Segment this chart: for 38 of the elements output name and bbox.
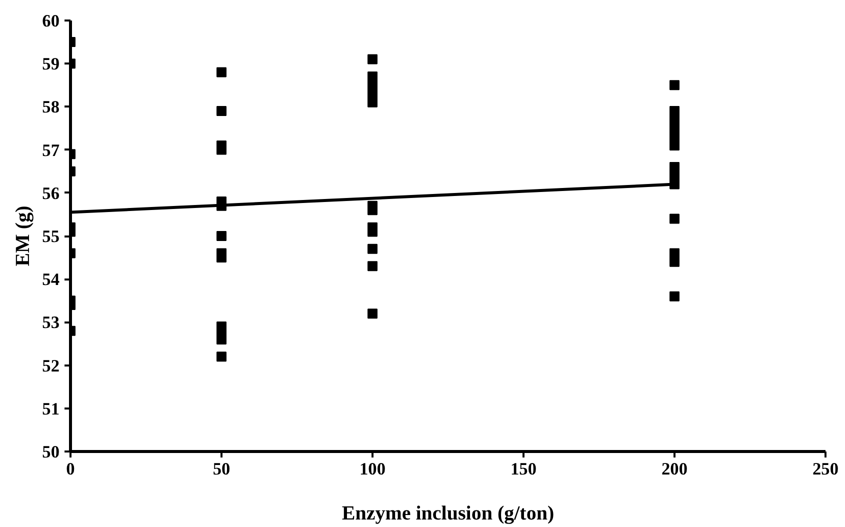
y-tick-label: 51 (42, 399, 60, 418)
x-tick-label: 0 (66, 460, 75, 478)
y-tick-label: 57 (42, 140, 60, 160)
y-tick-label: 56 (42, 184, 60, 203)
x-tick-label: 200 (662, 460, 688, 478)
point (670, 80, 680, 90)
point (670, 248, 680, 258)
point (216, 352, 226, 362)
x-tick-label: 250 (812, 460, 839, 478)
y-tick-label: 60 (42, 12, 60, 30)
x-axis-title: Enzyme inclusion (g/ton) (342, 502, 554, 524)
point (670, 114, 680, 125)
x-tick-label: 150 (510, 460, 537, 478)
point (368, 308, 378, 319)
point (368, 261, 378, 272)
point (216, 334, 226, 344)
point (368, 97, 378, 108)
y-tick-label: 50 (42, 442, 60, 462)
point (368, 244, 378, 254)
point (368, 80, 378, 90)
point (368, 54, 378, 64)
y-tick-label: 52 (42, 356, 60, 376)
y-tick-label: 58 (42, 98, 60, 117)
point (216, 67, 226, 78)
point (670, 291, 680, 302)
y-tick-label: 54 (42, 270, 60, 290)
y-tick-label: 53 (42, 313, 60, 332)
y-tick-label: 59 (42, 54, 60, 74)
point (216, 106, 226, 116)
point (216, 231, 226, 241)
x-tick-label: 50 (212, 460, 230, 478)
y-tick-label: 55 (42, 227, 60, 246)
point (670, 256, 680, 267)
point (670, 140, 680, 150)
x-tick-label: 100 (360, 460, 386, 478)
point (670, 170, 680, 181)
y-axis-title: EM (g) (12, 206, 34, 266)
point (670, 214, 680, 224)
